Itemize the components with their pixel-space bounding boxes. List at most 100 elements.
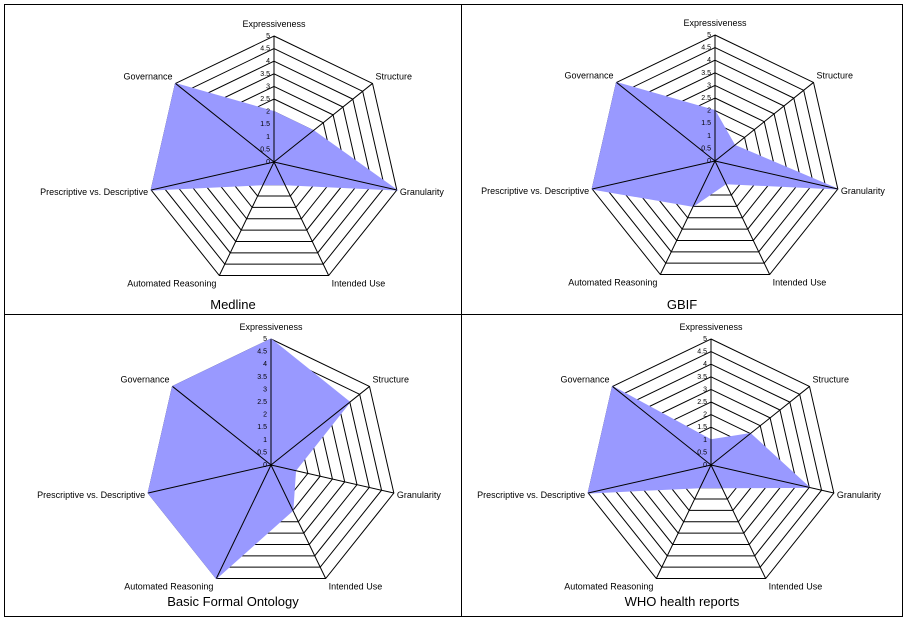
axis-spoke (148, 464, 272, 494)
chart-title: Medline (210, 297, 256, 312)
tick-label: 2.5 (697, 399, 707, 406)
axis-spoke (273, 161, 330, 276)
tick-label: 1.5 (701, 120, 711, 127)
axis-spoke (172, 386, 272, 466)
axis-spoke (659, 160, 716, 275)
radar-panel-gbif: 0 0.5 1 1.5 2 2.5 3 3.5 4 4.5 5 Expressiveness Struc… (461, 4, 903, 315)
tick-label: 4 (263, 361, 267, 368)
tick-label: 3 (707, 82, 711, 89)
tick-label: 2 (266, 109, 270, 116)
axis-spoke (612, 386, 712, 466)
radar-panel-basic-formal-ontology: 0 0.5 1 1.5 2 2.5 3 3.5 4 4.5 5 Expressiveness Struc… (4, 314, 462, 617)
tick-label: 3 (263, 386, 267, 393)
tick-label: 4 (266, 58, 270, 65)
axis-spoke (273, 161, 397, 191)
tick-label: 2 (703, 412, 707, 419)
series-area (147, 338, 351, 580)
axis-spoke (710, 464, 834, 494)
tick-label: 0 (263, 462, 267, 469)
axis-spoke (270, 386, 370, 466)
tick-label: 5 (263, 336, 267, 343)
axis-label: Granularity (841, 186, 886, 196)
axis-spoke (151, 161, 275, 191)
tick-label: 1.5 (257, 424, 267, 431)
axis-label: Intended Use (332, 279, 386, 289)
axis-label: Prescriptive vs. Descriptive (40, 187, 148, 197)
axis-spoke (175, 83, 275, 163)
tick-label: 2 (707, 108, 711, 115)
axis-spoke (714, 82, 814, 162)
tick-label: 2.5 (260, 96, 270, 103)
tick-label: 5 (266, 33, 270, 40)
axis-spoke (592, 160, 716, 190)
axis-label: Automated Reasoning (564, 582, 653, 592)
axis-label: Granularity (837, 490, 882, 500)
axis-label: Governance (123, 71, 172, 81)
tick-label: 0.5 (260, 146, 270, 153)
axis-label: Structure (817, 70, 854, 80)
tick-label: 1 (266, 134, 270, 141)
axis-spoke (710, 386, 810, 466)
axis-label: Prescriptive vs. Descriptive (481, 186, 589, 196)
tick-label: 1.5 (697, 424, 707, 431)
tick-label: 3 (266, 83, 270, 90)
axis-spoke (710, 464, 767, 579)
tick-label: 5 (703, 336, 707, 343)
axis-label: Granularity (400, 187, 445, 197)
tick-label: 0 (707, 158, 711, 165)
axis-label: Automated Reasoning (127, 279, 216, 289)
axis-spoke (273, 83, 373, 163)
axis-label: Intended Use (773, 278, 827, 288)
tick-label: 0.5 (257, 449, 267, 456)
axis-label: Expressiveness (242, 19, 306, 29)
radar-panel-who-health-reports: 0 0.5 1 1.5 2 2.5 3 3.5 4 4.5 5 Expressiveness Struc… (461, 314, 903, 617)
axis-label: Prescriptive vs. Descriptive (477, 490, 585, 500)
chart-title: WHO health reports (624, 594, 740, 609)
axis-label: Granularity (397, 490, 442, 500)
axis-spoke (655, 464, 712, 579)
tick-label: 5 (707, 32, 711, 39)
tick-label: 3.5 (257, 374, 267, 381)
chart-title: Basic Formal Ontology (167, 594, 299, 609)
radar-chart-who-health-reports: 0 0.5 1 1.5 2 2.5 3 3.5 4 4.5 5 Expressiveness Struc… (477, 322, 882, 592)
tick-label: 2.5 (701, 95, 711, 102)
tick-label: 0.5 (701, 145, 711, 152)
tick-label: 0 (703, 462, 707, 469)
axis-label: Governance (560, 374, 609, 384)
tick-label: 4.5 (701, 45, 711, 52)
tick-label: 0.5 (697, 449, 707, 456)
axis-label: Expressiveness (679, 322, 743, 332)
axis-label: Prescriptive vs. Descriptive (37, 490, 145, 500)
radar-chart-medline: 0 0.5 1 1.5 2 2.5 3 3.5 4 4.5 5 Expressiveness Struc… (40, 19, 445, 289)
axis-spoke (270, 464, 327, 579)
tick-label: 0 (266, 159, 270, 166)
radar-chart-gbif: 0 0.5 1 1.5 2 2.5 3 3.5 4 4.5 5 Expressiveness Struc… (481, 18, 886, 288)
axis-label: Governance (120, 374, 169, 384)
tick-label: 4 (707, 57, 711, 64)
axis-label: Automated Reasoning (124, 582, 213, 592)
axis-label: Structure (813, 374, 850, 384)
axis-label: Expressiveness (239, 322, 303, 332)
axis-spoke (616, 82, 716, 162)
axis-label: Structure (373, 374, 410, 384)
tick-label: 3 (703, 386, 707, 393)
axis-spoke (714, 160, 838, 190)
tick-label: 3.5 (697, 374, 707, 381)
series-area (587, 385, 811, 494)
axis-label: Intended Use (329, 582, 383, 592)
radar-panel-medline: 0 0.5 1 1.5 2 2.5 3 3.5 4 4.5 5 Expressiveness Struc… (4, 4, 462, 315)
tick-label: 4.5 (260, 46, 270, 53)
axis-label: Governance (564, 70, 613, 80)
tick-label: 3.5 (260, 71, 270, 78)
tick-label: 3.5 (701, 70, 711, 77)
tick-label: 1 (707, 133, 711, 140)
tick-label: 4.5 (257, 349, 267, 356)
tick-label: 1.5 (260, 121, 270, 128)
tick-label: 4 (703, 361, 707, 368)
tick-label: 1 (703, 437, 707, 444)
axis-label: Structure (376, 71, 413, 81)
tick-label: 1 (263, 437, 267, 444)
radar-chart-basic-formal-ontology: 0 0.5 1 1.5 2 2.5 3 3.5 4 4.5 5 Expressiveness Struc… (37, 322, 442, 592)
axis-label: Intended Use (769, 582, 823, 592)
